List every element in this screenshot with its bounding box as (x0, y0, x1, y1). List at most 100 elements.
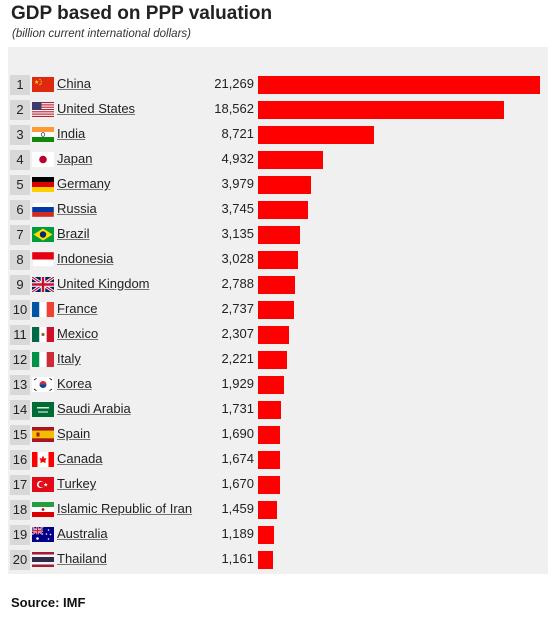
bar (258, 101, 504, 119)
bar (258, 426, 280, 444)
svg-text:★: ★ (43, 483, 48, 489)
bar-row: 4 Japan 4,932 (8, 148, 548, 173)
bar (258, 126, 374, 144)
value-label: 1,161 (221, 551, 254, 566)
spain-flag-icon (32, 427, 54, 442)
chart-title: GDP based on PPP valuation (11, 3, 273, 24)
china-flag-icon: ★ (32, 77, 54, 92)
korea-flag-icon (32, 377, 54, 392)
country-link[interactable]: France (57, 301, 98, 316)
country-link[interactable]: India (57, 126, 86, 141)
bar (258, 526, 274, 544)
value-label: 1,690 (221, 426, 254, 441)
bar-row: 3 India 8,721 (8, 123, 548, 148)
value-label: 2,221 (221, 351, 254, 366)
country-link[interactable]: Turkey (57, 476, 97, 491)
country-link[interactable]: Mexico (57, 326, 99, 341)
rank-label: 6 (10, 200, 30, 220)
value-label: 8,721 (221, 126, 254, 141)
bar (258, 451, 280, 469)
bar (258, 376, 284, 394)
country-link[interactable]: United States (57, 101, 136, 116)
bar (258, 76, 540, 94)
value-label: 1,189 (221, 526, 254, 541)
svg-text:★: ★ (34, 79, 39, 86)
country-link[interactable]: Indonesia (57, 251, 114, 266)
country-link[interactable]: Italy (57, 351, 81, 366)
source-note: Source: IMF (11, 595, 86, 610)
rank-label: 13 (10, 375, 30, 395)
country-link[interactable]: United Kingdom (57, 276, 150, 291)
bar-row: 9 United Kingdom 2,788 (8, 273, 548, 298)
value-label: 3,135 (221, 226, 254, 241)
bar-row: 5 Germany 3,979 (8, 173, 548, 198)
bar (258, 176, 311, 194)
bar-row: 6 Russia 3,745 (8, 198, 548, 223)
rank-label: 14 (10, 400, 30, 420)
iran-flag-icon (32, 502, 54, 517)
country-link[interactable]: China (57, 76, 91, 91)
value-label: 1,731 (221, 401, 254, 416)
rank-label: 2 (10, 100, 30, 120)
bar-row: 15 Spain 1,690 (8, 423, 548, 448)
rank-label: 4 (10, 150, 30, 170)
bar-row: 19 Australia 1,189 (8, 523, 548, 548)
value-label: 1,459 (221, 501, 254, 516)
bar-row: 20 Thailand 1,161 (8, 548, 548, 573)
country-link[interactable]: Korea (57, 376, 92, 391)
rank-label: 15 (10, 425, 30, 445)
country-link[interactable]: Spain (57, 426, 91, 441)
bar (258, 251, 298, 269)
rank-label: 3 (10, 125, 30, 145)
country-link[interactable]: Japan (57, 151, 93, 166)
country-link[interactable]: Canada (57, 451, 103, 466)
russia-flag-icon (32, 202, 54, 217)
bar-row: 13 Korea 1,929 (8, 373, 548, 398)
value-label: 21,269 (214, 76, 254, 91)
value-label: 18,562 (214, 101, 254, 116)
value-label: 2,737 (221, 301, 254, 316)
brazil-flag-icon (32, 227, 54, 242)
value-label: 2,788 (221, 276, 254, 291)
country-link[interactable]: Russia (57, 201, 97, 216)
rank-label: 18 (10, 500, 30, 520)
country-link[interactable]: Germany (57, 176, 111, 191)
bar-row: 14 Saudi Arabia 1,731 (8, 398, 548, 423)
uk-flag-icon (32, 277, 54, 292)
bar (258, 201, 308, 219)
bar-row: 12 Italy 2,221 (8, 348, 548, 373)
bar-row: 11 Mexico 2,307 (8, 323, 548, 348)
country-link[interactable]: Saudi Arabia (57, 401, 131, 416)
country-link[interactable]: Islamic Republic of Iran (57, 501, 193, 516)
canada-flag-icon (32, 452, 54, 467)
india-flag-icon (32, 127, 54, 142)
indonesia-flag-icon (32, 252, 54, 267)
bar (258, 401, 281, 419)
chart-subtitle: (billion current international dollars) (12, 28, 191, 40)
bar (258, 351, 287, 369)
country-link[interactable]: Australia (57, 526, 108, 541)
rank-label: 20 (10, 550, 30, 570)
rank-label: 9 (10, 275, 30, 295)
country-link[interactable]: Brazil (57, 226, 90, 241)
turkey-flag-icon: ★ (32, 477, 54, 492)
france-flag-icon (32, 302, 54, 317)
bar (258, 551, 273, 569)
thailand-flag-icon (32, 552, 54, 567)
rank-label: 19 (10, 525, 30, 545)
bar (258, 476, 280, 494)
country-link[interactable]: Thailand (57, 551, 107, 566)
bar-chart-rows: 1 ★ China 21,269 2 United States 18,562 3 India 8… (8, 73, 548, 573)
value-label: 3,745 (221, 201, 254, 216)
bar-row: 2 United States 18,562 (8, 98, 548, 123)
value-label: 1,929 (221, 376, 254, 391)
germany-flag-icon (32, 177, 54, 192)
rank-label: 8 (10, 250, 30, 270)
bar-row: 10 France 2,737 (8, 298, 548, 323)
value-label: 3,979 (221, 176, 254, 191)
bar (258, 151, 323, 169)
bar (258, 501, 277, 519)
bar-row: 7 Brazil 3,135 (8, 223, 548, 248)
rank-label: 7 (10, 225, 30, 245)
bar (258, 276, 295, 294)
